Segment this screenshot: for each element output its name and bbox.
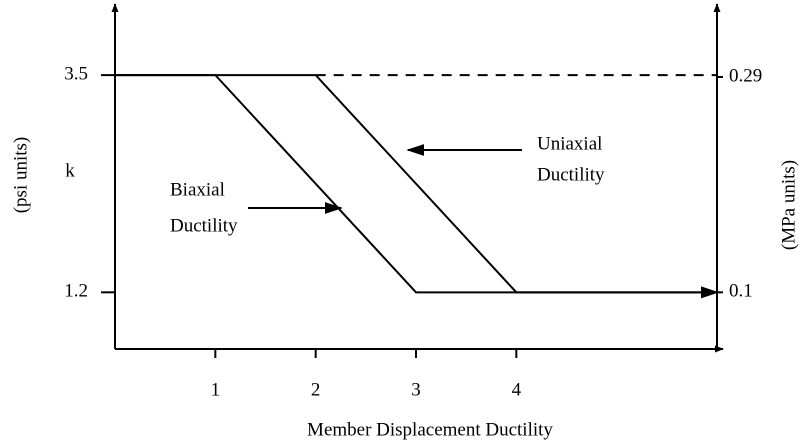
y2-tick-label: 0.1 <box>729 281 753 302</box>
x-tick-label: 1 <box>211 379 221 400</box>
x-axis-label: Member Displacement Ductility <box>307 419 553 440</box>
y-tick-label: 3.5 <box>64 63 88 84</box>
x-tick-label: 2 <box>311 379 321 400</box>
x-tick-label: 4 <box>512 379 522 400</box>
series-line <box>115 74 719 299</box>
y-axis-label: (psi units) <box>10 137 31 214</box>
annotation: Ductility <box>170 215 238 236</box>
y2-axis-label: (MPa units) <box>778 160 799 250</box>
y2-tick-label: 0.29 <box>729 65 762 86</box>
annotation: Biaxial <box>170 179 225 200</box>
y-name: k <box>65 160 75 181</box>
annotation: Ductility <box>537 164 605 185</box>
annotation: Uniaxial <box>537 133 602 154</box>
x-tick-label: 3 <box>411 379 421 400</box>
y-tick-label: 1.2 <box>64 281 88 302</box>
